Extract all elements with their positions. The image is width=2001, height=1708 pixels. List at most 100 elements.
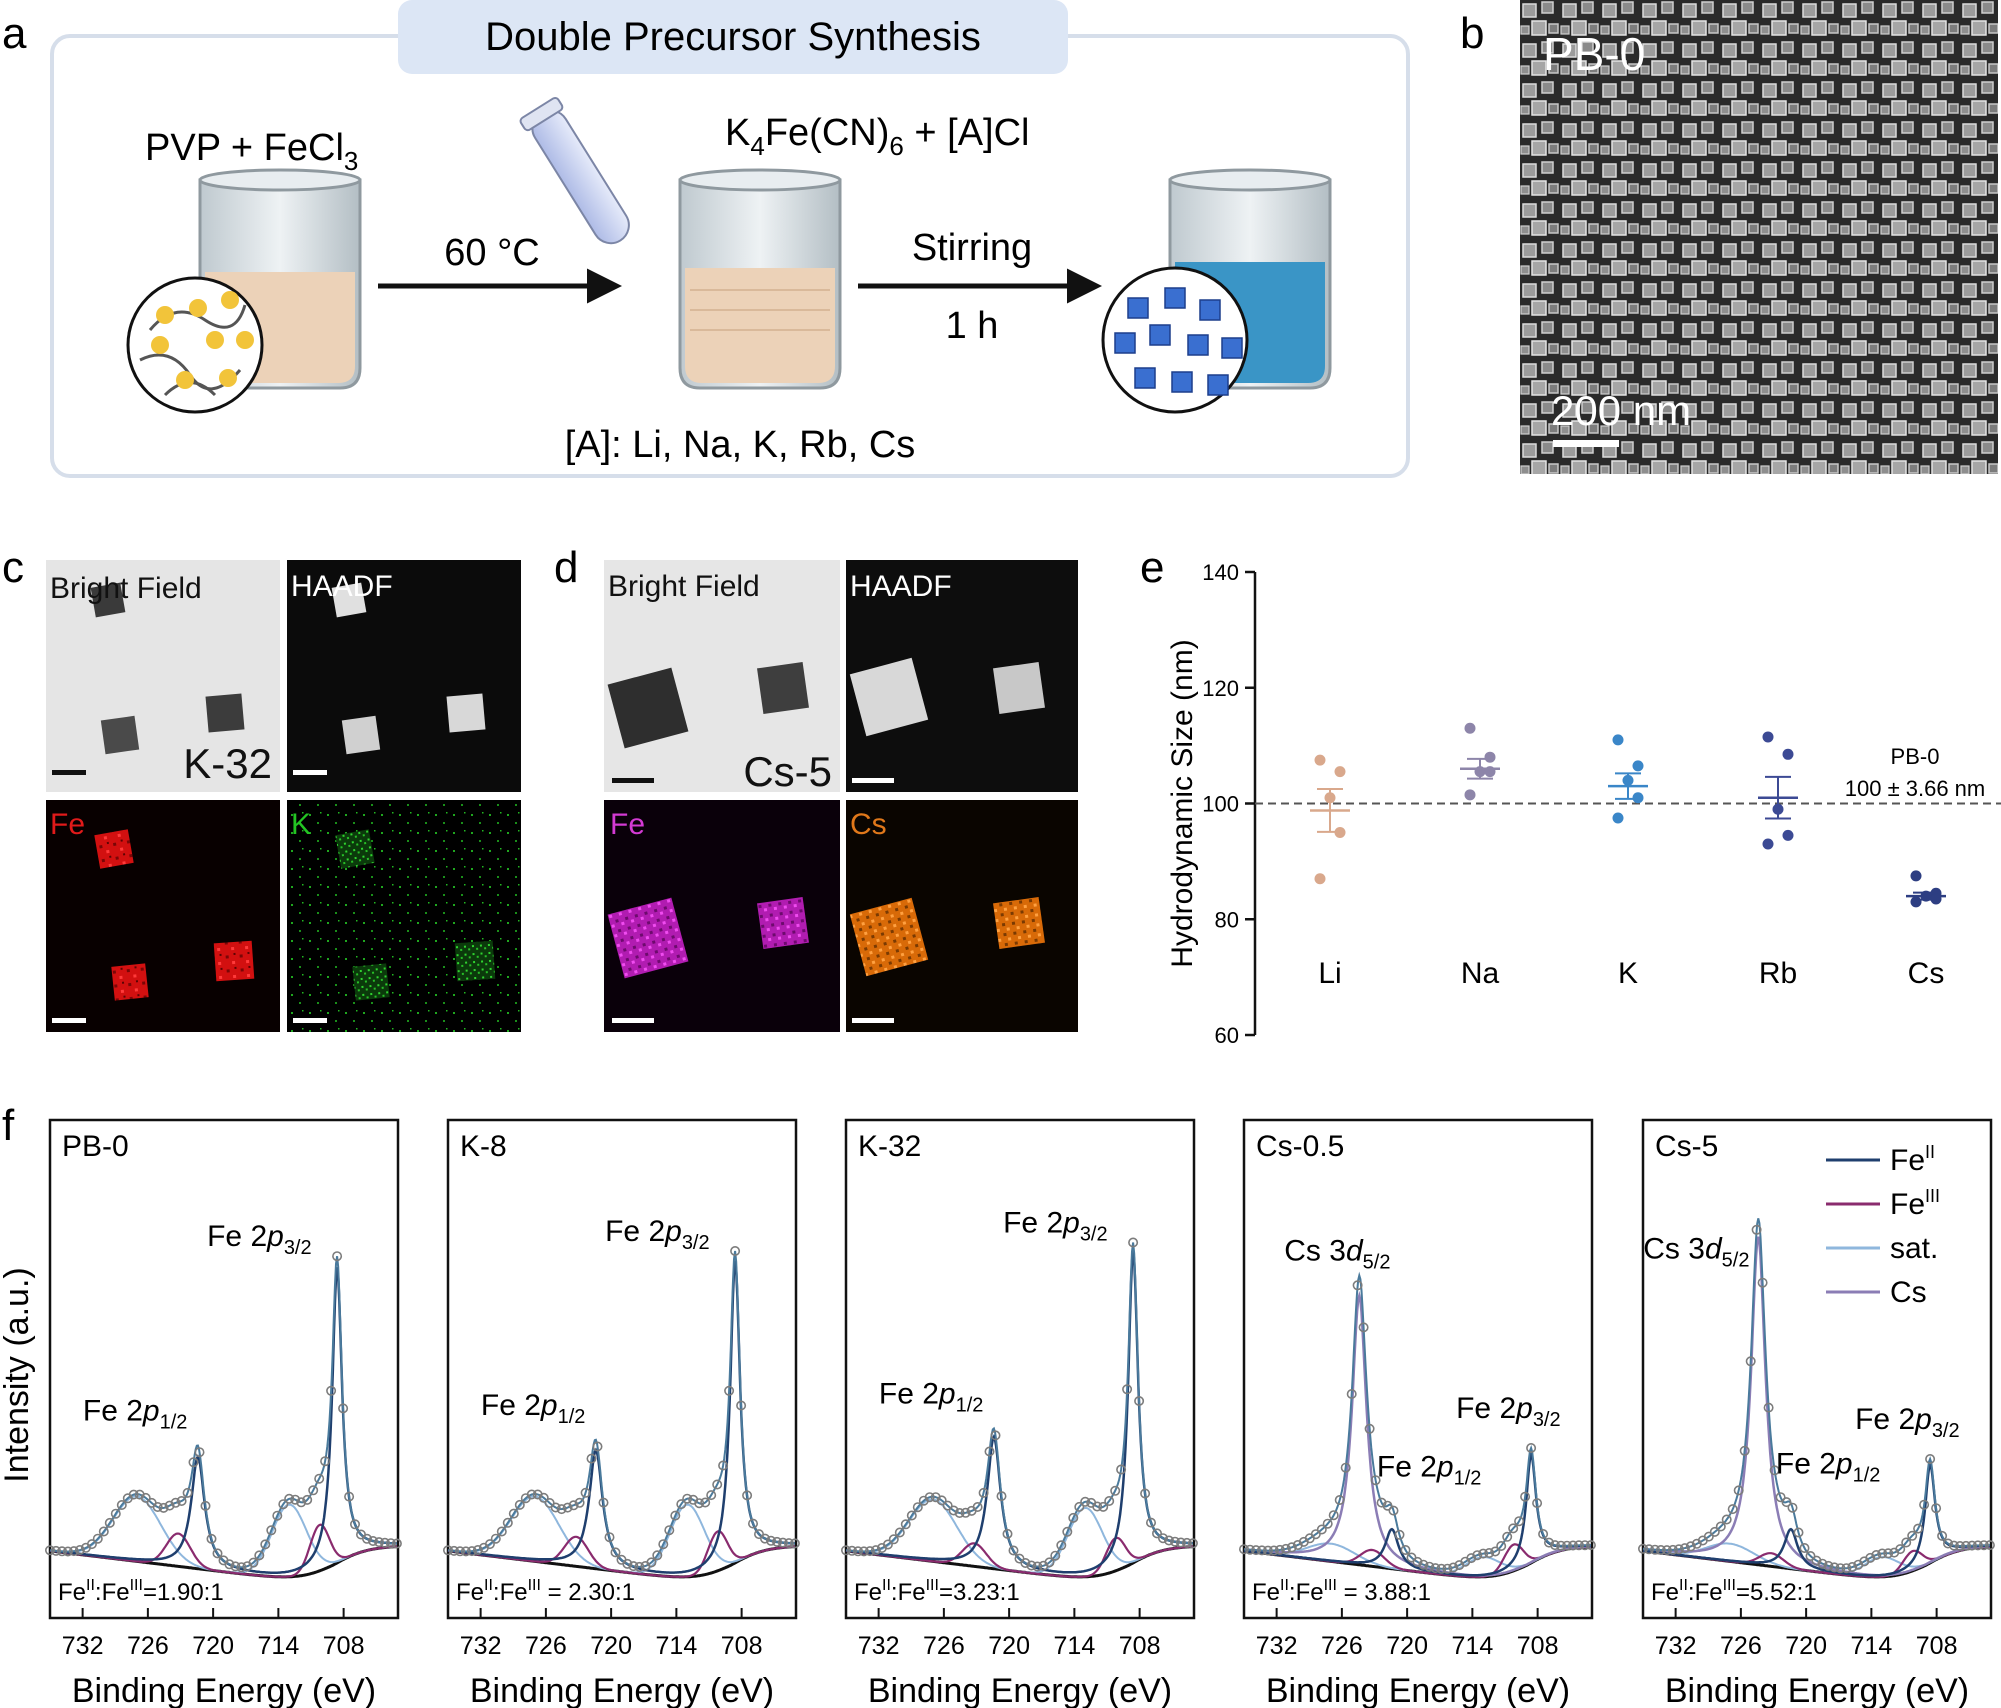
step2-label: Stirring: [912, 227, 1032, 269]
panel-label-e: e: [1140, 543, 1164, 592]
f-data-point: [206, 1533, 217, 1544]
e-point-Rb: [1762, 731, 1774, 743]
f-data-point: [1895, 1544, 1906, 1555]
f-data-point: [1175, 1537, 1186, 1548]
c-fe-map-label: Fe: [50, 808, 85, 841]
e-point-Na: [1484, 751, 1496, 763]
f-data-point: [332, 1251, 343, 1262]
f-data-point: [1925, 1454, 1936, 1465]
f-data-point: [248, 1557, 259, 1568]
c-haadf-label: HAADF: [291, 570, 393, 603]
f-data-point: [344, 1491, 355, 1502]
f-data-point: [610, 1547, 621, 1558]
f-data-point: [1799, 1543, 1810, 1554]
f-data-point: [1352, 1280, 1363, 1291]
e-reference-label: PB-0: [1891, 744, 1940, 769]
f-data-point: [882, 1539, 893, 1550]
panel-b: b PB-0 200 nm: [1460, 0, 1998, 474]
f-data-point: [777, 1537, 788, 1548]
f-data-point: [1847, 1562, 1858, 1573]
f-x-tick-label: 726: [1720, 1632, 1762, 1660]
f-data-point: [1164, 1535, 1175, 1546]
f-data-point: [74, 1545, 85, 1556]
f-data-point: [454, 1546, 465, 1557]
f-data-point: [290, 1494, 301, 1505]
f-data-point: [194, 1447, 205, 1458]
f-frame-K-8: [446, 1118, 798, 1620]
f-data-point: [604, 1532, 615, 1543]
f-data-point: [1709, 1526, 1720, 1537]
f-data-point: [164, 1500, 175, 1511]
f-data-point: [308, 1485, 319, 1496]
title-box: [398, 0, 1068, 74]
f-data-point: [1370, 1475, 1381, 1486]
e-point-K: [1632, 760, 1644, 772]
f-data-point: [176, 1496, 187, 1507]
f-data-point: [736, 1400, 747, 1411]
c-scale-bar-3: [52, 1018, 86, 1023]
f-data-point: [212, 1548, 223, 1559]
f-data-point: [1274, 1544, 1285, 1555]
f-data-point: [1949, 1540, 1960, 1551]
f-data-point: [1721, 1514, 1732, 1525]
f-data-point: [574, 1497, 585, 1508]
f-data-point: [1638, 1543, 1649, 1554]
f-data-point: [98, 1526, 109, 1537]
f-data-point: [864, 1546, 875, 1557]
f-data-point: [550, 1502, 561, 1513]
f-data-point: [1158, 1533, 1169, 1544]
f-data-point: [670, 1510, 681, 1521]
f-data-point: [742, 1490, 753, 1501]
f-data-point: [1544, 1537, 1555, 1548]
f-data-point: [110, 1508, 121, 1519]
f-data-point: [996, 1491, 1007, 1502]
f-data-point: [50, 1545, 61, 1556]
c-bright-field-label: Bright Field: [50, 572, 202, 605]
f-data-point: [44, 1545, 55, 1556]
f-data-point: [1919, 1499, 1930, 1510]
f-data-point: [128, 1489, 139, 1500]
f-data-point: [1901, 1537, 1912, 1548]
f-data-point: [1436, 1563, 1447, 1574]
f-x-tick-label: 732: [1256, 1632, 1298, 1660]
f-data-point: [870, 1545, 881, 1556]
f-data-point: [789, 1538, 800, 1549]
f-x-tick-label: 714: [1054, 1632, 1096, 1660]
f-data-point: [948, 1505, 959, 1516]
f-x-tick-label: 708: [721, 1632, 763, 1660]
f-data-point: [1865, 1552, 1876, 1563]
e-point-Cs: [1930, 893, 1942, 905]
f-legend-label-0: FeII: [1890, 1142, 1935, 1177]
f-data-point: [1745, 1356, 1756, 1367]
f-x-axis-label: Binding Energy (eV): [1665, 1672, 1969, 1708]
f-data-point: [296, 1497, 307, 1508]
f-data-point: [700, 1497, 711, 1508]
f-data-point: [1056, 1540, 1067, 1551]
f-data-point: [1751, 1224, 1762, 1235]
f-data-point: [942, 1500, 953, 1511]
f-data-point: [1181, 1537, 1192, 1548]
f-x-tick-label: 714: [1851, 1632, 1893, 1660]
f-data-point: [1466, 1553, 1477, 1564]
panel-a: a Double Precursor Synthesis PVP + FeCl3: [2, 0, 1410, 478]
f-data-point: [1062, 1526, 1073, 1537]
f-data-point: [724, 1385, 735, 1396]
f-data-point: [1152, 1528, 1163, 1539]
f-data-point: [1661, 1545, 1672, 1556]
e-category-label-Na: Na: [1461, 957, 1500, 990]
f-data-point: [1787, 1502, 1798, 1513]
f-data-point: [990, 1430, 1001, 1441]
f-data-point: [562, 1502, 573, 1513]
f-x-tick-label: 720: [1386, 1632, 1428, 1660]
f-label-fe2p12-Cs-0.5: Fe 2p1/2: [1377, 1450, 1482, 1489]
f-data-point: [1268, 1545, 1279, 1556]
f-x-axis-label: Binding Energy (eV): [72, 1672, 376, 1708]
f-data-point: [278, 1499, 289, 1510]
inset-circle-nanocubes: [1101, 266, 1249, 414]
f-data-point: [759, 1533, 770, 1544]
f-data-point: [954, 1508, 965, 1519]
f-data-point: [1394, 1529, 1405, 1540]
f-data-point: [460, 1546, 471, 1557]
f-data-point: [1550, 1540, 1561, 1551]
f-data-point: [1128, 1237, 1139, 1248]
